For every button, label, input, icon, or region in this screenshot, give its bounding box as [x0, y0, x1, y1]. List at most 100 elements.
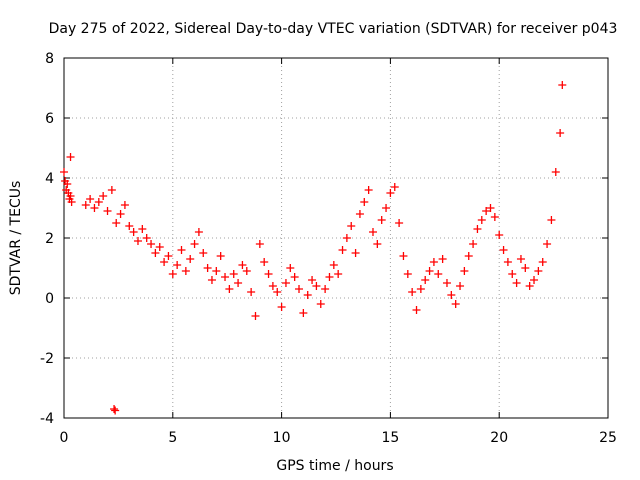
data-point [486, 204, 495, 212]
data-point [464, 252, 473, 260]
data-point [177, 246, 186, 254]
data-point [273, 288, 282, 296]
data-point [429, 258, 438, 266]
data-point [508, 270, 517, 278]
data-point [129, 228, 138, 236]
data-point [416, 285, 425, 293]
x-axis-label: GPS time / hours [276, 458, 393, 474]
data-point [138, 225, 147, 233]
x-tick-label: 0 [60, 430, 69, 446]
data-point [338, 246, 347, 254]
x-tick-label: 20 [490, 430, 508, 446]
data-point [469, 240, 478, 248]
y-tick-label: -2 [40, 351, 54, 367]
data-point [503, 258, 512, 266]
data-point [286, 264, 295, 272]
data-point [447, 291, 456, 299]
data-point [399, 252, 408, 260]
data-point [355, 210, 364, 218]
x-axis: 0 5 10 15 20 25 [60, 58, 617, 446]
x-tick-label: 10 [273, 430, 291, 446]
data-point [111, 406, 120, 415]
data-point [107, 186, 116, 194]
data-point [377, 216, 386, 224]
data-point [160, 258, 169, 266]
data-point [451, 300, 460, 308]
data-point [110, 405, 119, 413]
data-point [382, 204, 391, 212]
data-point [425, 267, 434, 275]
data-point [125, 222, 134, 230]
data-series [60, 81, 567, 415]
data-point [558, 81, 567, 89]
data-point [103, 207, 112, 215]
data-point [147, 240, 156, 248]
data-point [63, 180, 72, 188]
y-axis: -4 -2 0 2 4 6 8 [40, 51, 608, 427]
data-point [442, 279, 451, 287]
data-point [81, 201, 90, 209]
data-point [260, 258, 269, 266]
data-point [221, 273, 230, 281]
data-point [342, 234, 351, 242]
data-point [334, 270, 343, 278]
data-point [390, 183, 399, 191]
data-point [86, 195, 95, 203]
data-point [168, 270, 177, 278]
data-point [186, 255, 195, 263]
data-point [434, 270, 443, 278]
data-point [299, 309, 308, 317]
y-tick-label: 4 [45, 171, 54, 187]
data-point [247, 288, 256, 296]
data-point [351, 249, 360, 257]
data-point [386, 189, 395, 197]
data-point [477, 216, 486, 224]
data-point [421, 276, 430, 284]
data-point [234, 279, 243, 287]
data-point [155, 243, 164, 251]
data-point [347, 222, 356, 230]
data-point [66, 153, 75, 161]
data-point [482, 207, 491, 215]
data-point [538, 258, 547, 266]
data-point [194, 228, 203, 236]
data-point [556, 129, 565, 137]
y-tick-label: -4 [40, 411, 54, 427]
data-point [321, 285, 330, 293]
data-point [133, 237, 142, 245]
data-point [212, 267, 221, 275]
data-point [90, 204, 99, 212]
y-tick-label: 6 [45, 111, 54, 127]
data-point [190, 240, 199, 248]
data-point [373, 240, 382, 248]
data-point [438, 255, 447, 263]
data-point [360, 198, 369, 206]
data-point [142, 234, 151, 242]
data-point [303, 291, 312, 299]
x-tick-label: 5 [168, 430, 177, 446]
data-point [238, 261, 247, 269]
y-tick-label: 0 [45, 291, 54, 307]
data-point [268, 282, 277, 290]
chart-title: Day 275 of 2022, Sidereal Day-to-day VTE… [49, 21, 618, 37]
data-point [66, 192, 75, 200]
data-point [112, 219, 121, 227]
data-point [543, 240, 552, 248]
data-point [460, 267, 469, 275]
data-point [490, 213, 499, 221]
data-point [473, 225, 482, 233]
data-point [199, 249, 208, 257]
data-point [281, 279, 290, 287]
data-point [312, 282, 321, 290]
data-point [67, 198, 76, 206]
y-tick-label: 2 [45, 231, 54, 247]
data-point [181, 267, 190, 275]
data-point [251, 312, 260, 320]
data-point [225, 285, 234, 293]
data-point [516, 255, 525, 263]
data-point [264, 270, 273, 278]
data-point [547, 216, 556, 224]
data-point [325, 273, 334, 281]
data-point [308, 276, 317, 284]
